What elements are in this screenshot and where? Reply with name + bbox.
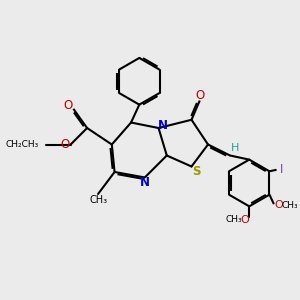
Text: O: O xyxy=(60,138,69,151)
Text: N: N xyxy=(158,119,168,132)
Text: O: O xyxy=(275,200,284,210)
Text: O: O xyxy=(195,88,204,101)
Text: O: O xyxy=(64,99,73,112)
Text: N: N xyxy=(140,176,150,189)
Text: I: I xyxy=(280,164,283,176)
Text: O: O xyxy=(240,214,249,224)
Text: CH₂CH₃: CH₂CH₃ xyxy=(6,140,39,149)
Text: S: S xyxy=(192,165,201,178)
Text: CH₃: CH₃ xyxy=(281,201,298,210)
Text: CH₃: CH₃ xyxy=(89,195,107,205)
Text: CH₃: CH₃ xyxy=(226,215,242,224)
Text: H: H xyxy=(231,143,239,153)
